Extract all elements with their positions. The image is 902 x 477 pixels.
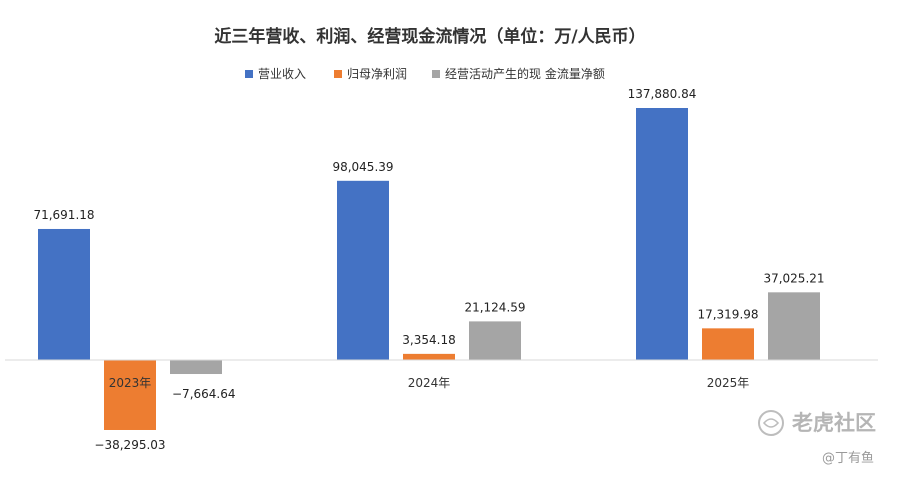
chart-title: 近三年营收、利润、经营现金流情况（单位：万/人民币） <box>214 26 645 47</box>
data-label-3-2: 21,124.59 <box>464 300 525 314</box>
legend-swatch-2 <box>334 70 342 78</box>
bars-group <box>38 108 820 430</box>
bar-3-2 <box>469 321 521 360</box>
legend-swatch-1 <box>245 70 253 78</box>
bar-3-1 <box>170 360 222 375</box>
category-labels-group: 2023年 2024年 2025年 <box>109 376 750 390</box>
bar-2-3 <box>702 328 754 360</box>
watermark-user: @丁有鱼 <box>822 450 874 466</box>
legend-label-3: 经营活动产生的现 金流量净额 <box>445 66 605 81</box>
data-label-3-3: 37,025.21 <box>763 271 824 285</box>
watermark-brand: 老虎社区 <box>792 411 876 435</box>
bar-2-2 <box>403 353 455 360</box>
category-label-1: 2023年 <box>109 376 152 390</box>
category-label-2: 2024年 <box>408 376 451 390</box>
data-label-3-1: −7,664.64 <box>172 387 236 401</box>
bar-1-2 <box>337 180 389 360</box>
bar-1-1 <box>38 228 90 360</box>
legend: 营业收入 归母净利润 经营活动产生的现 金流量净额 <box>245 66 605 81</box>
legend-label-2: 归母净利润 <box>347 67 407 81</box>
category-label-3: 2025年 <box>707 376 750 390</box>
data-labels-group: 71,691.18 98,045.39 137,880.84 −38,295.03 3,… <box>33 87 824 452</box>
legend-swatch-3 <box>432 70 440 78</box>
data-label-2-1: −38,295.03 <box>94 438 165 452</box>
tiger-logo-icon <box>758 410 784 436</box>
legend-label-1: 营业收入 <box>258 67 306 81</box>
bar-3-3 <box>768 292 820 360</box>
data-label-1-2: 98,045.39 <box>332 160 393 174</box>
data-label-1-1: 71,691.18 <box>33 208 94 222</box>
data-label-2-2: 3,354.18 <box>402 333 455 347</box>
watermark: 老虎社区 @丁有鱼 <box>758 410 876 466</box>
bar-1-3 <box>636 108 688 360</box>
data-label-2-3: 17,319.98 <box>697 307 758 321</box>
data-label-1-3: 137,880.84 <box>628 87 697 101</box>
bar-2-1 <box>104 360 156 430</box>
